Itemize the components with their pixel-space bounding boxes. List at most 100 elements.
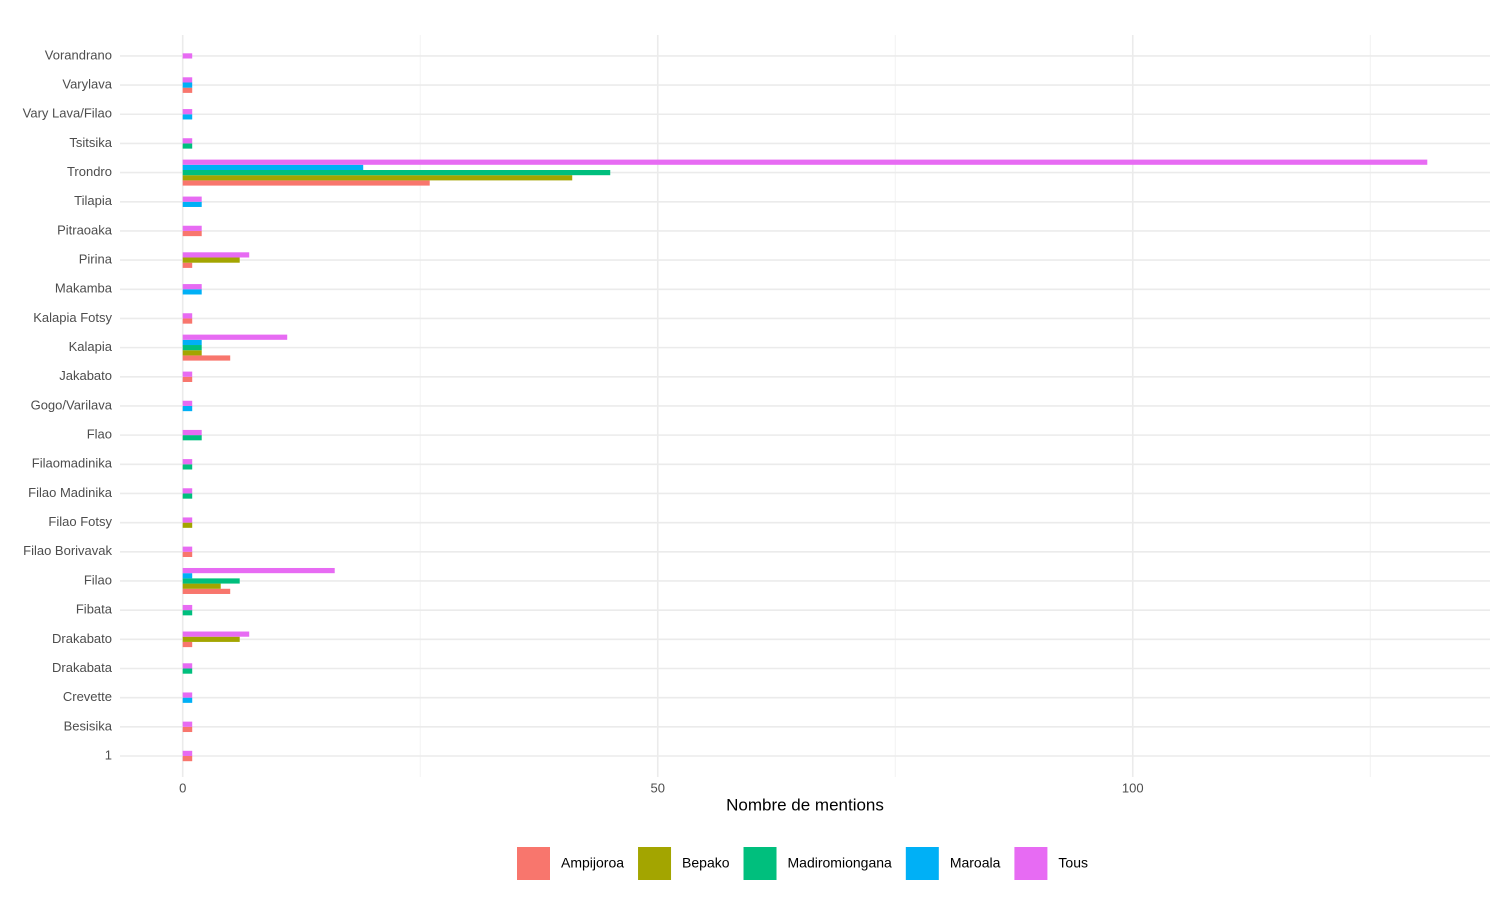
bar: [182, 692, 193, 698]
bar: [182, 180, 430, 186]
y-tick-label: Crevette: [63, 689, 112, 704]
bar: [182, 252, 250, 258]
bar: [182, 726, 193, 733]
bar: [182, 170, 611, 176]
bar: [182, 138, 193, 144]
y-tick-label: Pitraoaka: [57, 222, 113, 237]
y-tick-label: Flao: [87, 427, 112, 442]
bar: [182, 82, 193, 88]
y-tick-label: Jakabato: [59, 368, 112, 383]
bar: [182, 756, 193, 762]
bar: [182, 257, 240, 263]
bar: [182, 573, 193, 579]
x-tick-label: 0: [179, 780, 186, 795]
bar: [182, 289, 202, 295]
bar: [182, 371, 193, 377]
bar: [182, 583, 221, 589]
y-tick-label: Trondro: [67, 164, 112, 179]
bar: [182, 405, 193, 412]
y-tick-label: Tilapia: [74, 193, 113, 208]
bar: [182, 750, 193, 756]
bar: [182, 546, 193, 552]
y-tick-label: Kalapia: [69, 339, 113, 354]
y-tick-label: Filaomadinika: [32, 456, 113, 471]
bar: [182, 641, 193, 648]
y-tick-label: Vorandrano: [45, 47, 112, 62]
bar: [182, 551, 193, 558]
bar: [182, 631, 250, 637]
bar: [182, 517, 193, 523]
bar: [182, 313, 193, 319]
x-axis-title: Nombre de mentions: [726, 795, 884, 814]
y-tick-label: Tsitsika: [69, 135, 112, 150]
legend-key: [1014, 847, 1048, 880]
y-tick-label: Filao Fotsy: [48, 514, 112, 529]
bar: [182, 350, 202, 356]
bar: [182, 284, 202, 290]
bar: [182, 435, 202, 441]
bar: [182, 588, 231, 594]
bar: [182, 318, 193, 324]
x-tick-label: 100: [1122, 780, 1144, 795]
bar: [182, 87, 193, 93]
y-tick-label: Drakabata: [52, 660, 113, 675]
legend-key: [743, 847, 777, 880]
bar: [182, 721, 193, 727]
bar: [182, 488, 193, 494]
y-tick-label: Fibata: [76, 602, 113, 617]
y-tick-label: Drakabato: [52, 631, 112, 646]
bar: [182, 429, 202, 436]
bar: [182, 225, 202, 231]
bar: [182, 604, 193, 611]
y-tick-label: Filao Madinika: [28, 485, 113, 500]
legend-key: [905, 847, 939, 880]
y-tick-label: Kalapia Fotsy: [33, 310, 112, 325]
bar: [182, 175, 573, 181]
legend-key: [638, 847, 672, 880]
y-tick-label: Gogo/Varilava: [31, 397, 113, 412]
legend-key: [517, 847, 550, 880]
bar: [182, 53, 193, 59]
bar: [182, 464, 193, 470]
y-tick-label: Filao: [84, 572, 112, 587]
legend-label: Maroala: [950, 855, 1001, 871]
bar: [182, 196, 202, 202]
legend-label: Ampijoroa: [561, 855, 624, 871]
legend-label: Madiromiongana: [788, 855, 892, 871]
bar: [182, 334, 288, 340]
bar: [182, 636, 240, 642]
bar: [182, 262, 193, 268]
bar: [182, 493, 193, 499]
bar: [182, 376, 193, 382]
bar: [182, 459, 193, 465]
bar: [182, 567, 335, 574]
y-tick-label: Filao Borivavak: [23, 543, 112, 558]
y-tick-label: Vary Lava/Filao: [23, 106, 112, 121]
y-tick-label: Besisika: [64, 718, 113, 733]
bar: [182, 697, 193, 703]
bar: [182, 164, 364, 170]
bar: [182, 230, 202, 237]
bar: [182, 77, 193, 83]
bar: [182, 143, 193, 149]
bar: [182, 400, 193, 406]
bar: [182, 109, 193, 115]
bar: [182, 355, 231, 361]
y-tick-label: 1: [105, 747, 112, 762]
bar: [182, 339, 202, 346]
y-tick-label: Varylava: [62, 77, 112, 92]
bar: [182, 159, 1428, 165]
bar: [182, 114, 193, 120]
bar: [182, 610, 193, 616]
legend-label: Bepako: [682, 855, 730, 871]
y-tick-label: Makamba: [55, 281, 113, 296]
bar: [182, 345, 202, 351]
legend-label: Tous: [1058, 855, 1088, 871]
bar: [182, 663, 193, 669]
bar: [182, 668, 193, 674]
bar: [182, 201, 202, 207]
x-tick-label: 50: [651, 780, 665, 795]
y-tick-label: Pirina: [79, 252, 113, 267]
bar: [182, 522, 193, 528]
